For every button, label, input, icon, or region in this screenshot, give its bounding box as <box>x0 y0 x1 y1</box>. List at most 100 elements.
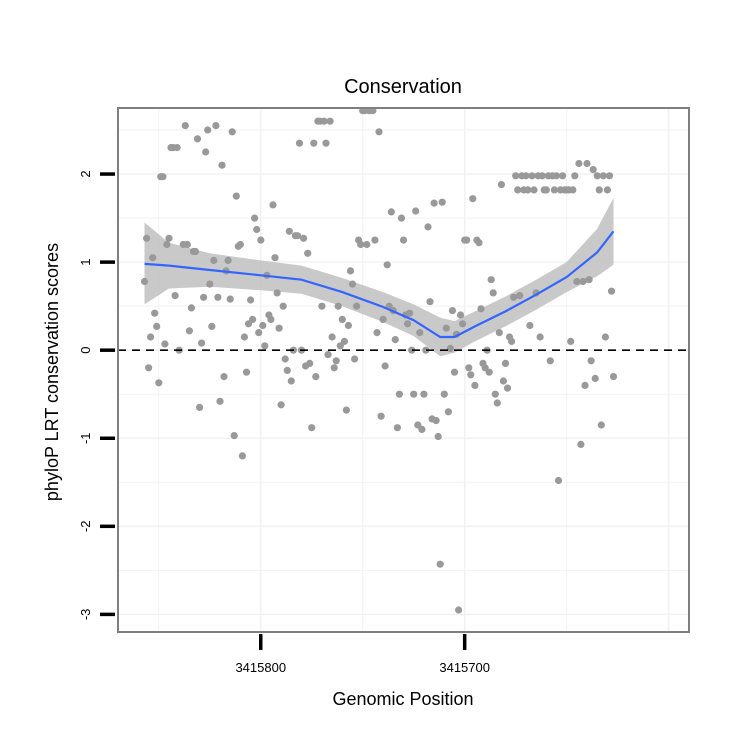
data-point <box>373 329 381 337</box>
data-point <box>587 357 595 365</box>
data-point <box>198 339 206 347</box>
x-tick-label: 3415800 <box>235 660 286 675</box>
data-point <box>391 336 399 344</box>
data-point <box>528 172 536 180</box>
data-point <box>499 377 507 385</box>
data-point <box>436 560 444 568</box>
data-point <box>161 340 169 348</box>
data-point <box>469 195 477 203</box>
data-point <box>293 232 302 240</box>
data-point <box>552 172 561 180</box>
data-point <box>140 277 149 286</box>
data-point <box>426 298 434 306</box>
data-point <box>434 432 442 441</box>
x-axis-label: Genomic Position <box>332 689 473 709</box>
data-point <box>279 302 287 310</box>
data-point <box>444 408 452 416</box>
y-tick-label: -2 <box>78 521 93 533</box>
data-point <box>208 322 216 330</box>
data-point <box>304 249 312 257</box>
data-point <box>440 390 448 398</box>
data-point <box>328 333 336 341</box>
data-point <box>145 364 153 372</box>
data-point <box>332 357 340 365</box>
data-point <box>383 261 391 269</box>
data-point <box>210 256 218 264</box>
data-point <box>603 186 612 194</box>
data-point <box>261 342 269 350</box>
data-point <box>191 247 200 256</box>
data-point <box>251 214 259 222</box>
data-point <box>477 305 485 313</box>
data-point <box>220 373 228 381</box>
data-point <box>242 368 251 376</box>
data-point <box>526 321 534 330</box>
data-point <box>465 364 473 372</box>
data-point <box>342 406 350 414</box>
data-point <box>346 267 355 275</box>
data-point <box>253 225 261 234</box>
data-point <box>344 321 352 330</box>
data-point <box>508 337 516 345</box>
data-point <box>196 403 204 411</box>
data-point <box>397 214 406 222</box>
data-point <box>599 172 607 180</box>
data-point <box>418 425 426 433</box>
data-point <box>159 173 167 181</box>
data-point <box>318 302 326 310</box>
data-point <box>187 304 195 312</box>
data-point <box>306 359 314 367</box>
y-tick-label: -3 <box>78 609 93 621</box>
data-point <box>165 234 173 242</box>
data-point <box>324 351 332 359</box>
data-point <box>448 307 456 315</box>
data-point <box>143 234 151 242</box>
data-point <box>236 240 244 249</box>
data-point <box>275 324 283 332</box>
x-axis: 3415800 3415700 <box>235 634 490 675</box>
data-point <box>257 236 265 244</box>
data-point <box>348 280 357 288</box>
data-point <box>183 240 191 249</box>
data-point <box>277 401 285 409</box>
data-point <box>577 440 585 448</box>
y-tick-label: 2 <box>78 170 93 177</box>
data-point <box>522 172 530 180</box>
data-point <box>351 355 359 363</box>
y-tick-label: -1 <box>78 432 93 444</box>
data-point <box>338 315 346 323</box>
data-point <box>503 384 512 392</box>
data-point <box>524 186 532 194</box>
data-point <box>312 373 320 381</box>
data-point <box>516 292 524 300</box>
data-point <box>171 292 179 300</box>
data-point <box>399 236 408 244</box>
data-point <box>375 128 383 136</box>
data-point <box>455 606 463 614</box>
data-point <box>216 397 224 405</box>
data-point <box>538 172 546 180</box>
data-point <box>450 368 459 376</box>
data-point <box>173 144 181 152</box>
data-point <box>381 362 389 370</box>
data-point <box>267 315 275 323</box>
data-point <box>273 289 281 297</box>
data-point <box>353 302 361 310</box>
data-point <box>151 309 159 317</box>
data-point <box>326 117 334 125</box>
data-point <box>153 322 161 330</box>
data-point <box>281 355 289 363</box>
data-point <box>410 390 418 398</box>
data-point <box>408 346 416 354</box>
data-point <box>495 329 503 337</box>
data-point <box>214 293 222 301</box>
data-point <box>501 359 510 367</box>
data-point <box>228 128 236 136</box>
data-point <box>595 186 603 194</box>
data-point <box>271 254 279 262</box>
panel-grid <box>118 108 689 632</box>
y-tick-label: 0 <box>78 347 93 354</box>
y-axis: 2 1 0 -1 -2 -3 <box>78 170 115 620</box>
data-point <box>497 181 505 189</box>
data-point <box>550 186 559 194</box>
